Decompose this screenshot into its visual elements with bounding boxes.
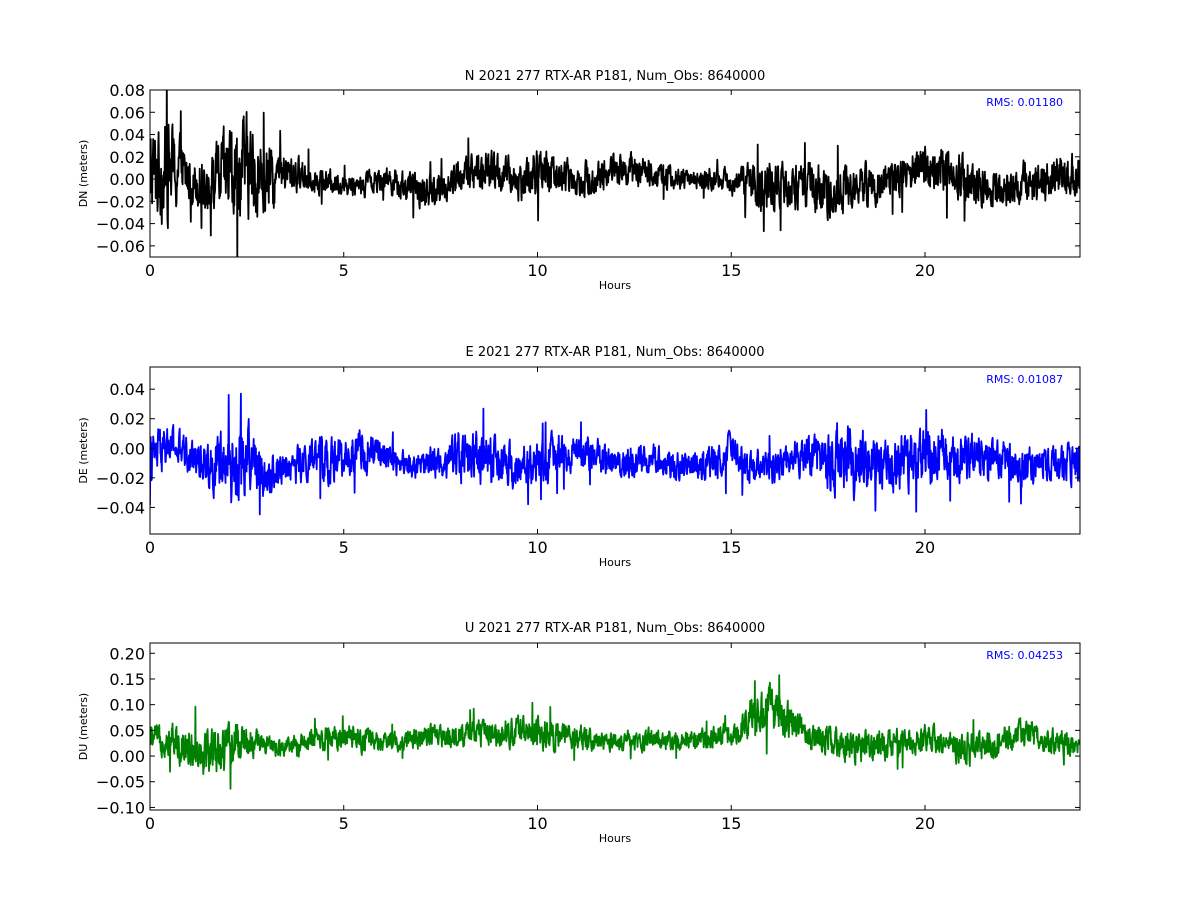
panel-u-x-tick-label: 20	[915, 814, 935, 833]
panel-n-frame	[149, 89, 1081, 258]
panel-n-x-tick-label: 15	[721, 261, 741, 280]
panel-e-x-label: Hours	[599, 556, 631, 569]
panel-n-x-tick-label: 10	[527, 261, 547, 280]
panel-e-y-tick-label: 0.02	[109, 410, 145, 429]
panel-u-y-tick-label: 0.05	[109, 721, 145, 740]
panel-n-y-axis: −0.06 −0.04 −0.02 0.00 0.02 0.04 0.06 0.08	[96, 81, 1080, 256]
panel-e-y-tick-label: −0.04	[96, 498, 145, 517]
panel-n-marks	[150, 90, 1080, 257]
panel-n-y-tick-label: 0.06	[109, 103, 145, 122]
panel-u-frame	[149, 642, 1081, 811]
panel-e-rms-annotation: RMS: 0.01087	[986, 373, 1063, 386]
panel-e-marks	[150, 392, 1080, 516]
panel-u-y-tick-label: 0.00	[109, 747, 145, 766]
panel-e-y-tick-label: 0.04	[109, 380, 145, 399]
panel-u-x-axis: 0 5 10 15 20	[145, 643, 935, 833]
panel-e-frame	[149, 366, 1081, 535]
panel-n-x-axis: 0 5 10 15 20	[145, 90, 935, 280]
panel-u-title: U 2021 277 RTX-AR P181, Num_Obs: 8640000	[465, 621, 765, 636]
panel-e-title: E 2021 277 RTX-AR P181, Num_Obs: 8640000	[466, 345, 765, 360]
panel-n-y-tick-label: −0.04	[96, 215, 145, 234]
panel-e-y-tick-label: 0.00	[109, 439, 145, 458]
panel-n-title: N 2021 277 RTX-AR P181, Num_Obs: 8640000	[465, 69, 765, 84]
panel-e-x-tick-label: 5	[339, 538, 349, 557]
panel-n-y-tick-label: −0.06	[96, 237, 145, 256]
panel-u-marks	[150, 674, 1080, 790]
panel-u-y-tick-label: −0.10	[96, 798, 145, 817]
panel-u-series-line	[150, 674, 1080, 790]
panel-u: U 2021 277 RTX-AR P181, Num_Obs: 8640000…	[77, 621, 1081, 845]
panel-e: E 2021 277 RTX-AR P181, Num_Obs: 8640000…	[77, 345, 1081, 569]
panel-u-x-tick-label: 15	[721, 814, 741, 833]
panel-u-y-tick-label: 0.15	[109, 670, 145, 689]
panel-u-y-tick-label: 0.20	[109, 644, 145, 663]
panel-e-x-tick-label: 10	[527, 538, 547, 557]
panel-e-x-tick-label: 0	[145, 538, 155, 557]
panel-e-x-tick-label: 20	[915, 538, 935, 557]
panel-n-y-label: DN (meters)	[77, 140, 90, 208]
panel-n-y-tick-label: 0.00	[109, 170, 145, 189]
panel-u-x-label: Hours	[599, 832, 631, 845]
panel-e-y-label: DE (meters)	[77, 417, 90, 483]
panel-n-y-tick-label: 0.04	[109, 126, 145, 145]
panel-n-x-label: Hours	[599, 279, 631, 292]
panel-n-x-tick-label: 5	[339, 261, 349, 280]
panel-e-y-tick-label: −0.02	[96, 469, 145, 488]
panel-n-y-tick-label: 0.02	[109, 148, 145, 167]
panel-u-x-tick-label: 5	[339, 814, 349, 833]
panel-u-y-tick-label: 0.10	[109, 696, 145, 715]
panel-n-rms-annotation: RMS: 0.01180	[986, 96, 1063, 109]
panel-e-x-axis: 0 5 10 15 20	[145, 367, 935, 557]
panel-u-y-tick-label: −0.05	[96, 773, 145, 792]
panel-n-x-tick-label: 0	[145, 261, 155, 280]
panel-e-y-axis: −0.04 −0.02 0.00 0.02 0.04	[96, 380, 1080, 517]
panel-n-x-tick-label: 20	[915, 261, 935, 280]
panel-n-y-tick-label: 0.08	[109, 81, 145, 100]
panel-u-y-label: DU (meters)	[77, 693, 90, 760]
panel-n: N 2021 277 RTX-AR P181, Num_Obs: 8640000…	[77, 69, 1081, 292]
panel-u-y-axis: −0.10 −0.05 0.00 0.05 0.10 0.15 0.20	[96, 644, 1080, 817]
panel-n-y-tick-label: −0.02	[96, 192, 145, 211]
panel-u-rms-annotation: RMS: 0.04253	[986, 649, 1063, 662]
panel-n-series-line	[150, 90, 1080, 257]
panel-u-x-tick-label: 0	[145, 814, 155, 833]
panel-e-series-line	[150, 392, 1080, 516]
panel-e-x-tick-label: 15	[721, 538, 741, 557]
panel-u-x-tick-label: 10	[527, 814, 547, 833]
